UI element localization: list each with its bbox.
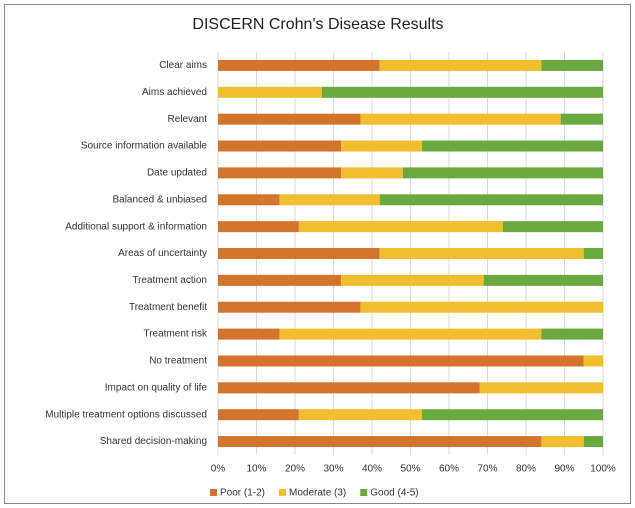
bar-segment	[218, 248, 380, 259]
y-tick-label: No treatment	[149, 356, 207, 367]
x-tick-label: 90%	[554, 464, 574, 475]
legend-swatch	[360, 489, 368, 496]
bar-segment	[298, 409, 423, 421]
bar-segment	[479, 382, 603, 394]
y-tick-label: Treatment risk	[143, 329, 208, 340]
y-tick-label: Treatment action	[132, 275, 207, 286]
y-tick-label: Additional support & information	[65, 221, 207, 232]
bar-segment	[218, 59, 380, 71]
bar-segment	[583, 355, 603, 367]
bar-segment	[341, 167, 403, 179]
bar-segment	[483, 274, 603, 286]
y-tick-label: Aims achieved	[142, 87, 207, 98]
bar-segment	[360, 301, 603, 313]
legend-label: Good (4-5)	[370, 488, 418, 499]
y-tick-label: Source information available	[81, 141, 208, 152]
bar-segment	[541, 59, 603, 71]
bar-segment	[218, 382, 480, 394]
bar-segment	[218, 274, 342, 286]
bar-segment	[560, 113, 603, 125]
bar-segment	[279, 194, 380, 206]
bar-segment	[218, 140, 342, 152]
bar-segment	[218, 86, 322, 98]
x-tick-label: 50%	[400, 464, 420, 475]
bar-segment	[379, 248, 584, 259]
x-tick-label: 80%	[516, 464, 536, 475]
bar-segment	[422, 140, 603, 152]
bar-segment	[341, 140, 423, 152]
bar-segment	[583, 436, 603, 448]
x-tick-label: 60%	[439, 464, 459, 475]
bar-segment	[218, 221, 299, 233]
bar-segment	[502, 221, 603, 233]
y-tick-label: Relevant	[168, 114, 208, 125]
y-tick-label: Multiple treatment options discussed	[45, 409, 207, 420]
bar-segment	[379, 59, 542, 71]
legend-swatch	[210, 489, 217, 496]
bar-segment	[583, 248, 603, 259]
legend-label: Moderate (3)	[289, 488, 346, 499]
bar-segment	[279, 328, 542, 340]
bar-segment	[218, 194, 280, 206]
y-tick-label: Impact on quality of life	[105, 382, 208, 393]
bar-segment	[218, 409, 299, 421]
bar-segment	[341, 274, 484, 286]
bar-segment	[218, 355, 584, 367]
bar-segment	[218, 167, 342, 179]
x-tick-label: 20%	[285, 464, 305, 475]
bar-segment	[218, 328, 280, 340]
y-tick-label: Areas of uncertainty	[118, 248, 207, 259]
x-tick-label: 100%	[590, 464, 616, 475]
y-tick-label: Treatment benefit	[129, 302, 207, 313]
bar-segment	[321, 86, 603, 98]
y-tick-label: Balanced & unbiased	[112, 194, 207, 205]
bar-segment	[541, 436, 584, 448]
x-tick-label: 10%	[246, 464, 266, 475]
legend-label: Poor (1-2)	[220, 488, 265, 499]
bar-segment	[218, 301, 361, 313]
x-tick-label: 0%	[211, 464, 226, 475]
bar-segment	[218, 113, 361, 125]
bar-segment	[402, 167, 603, 179]
bar-segment	[360, 113, 561, 125]
x-tick-label: 30%	[323, 464, 343, 475]
bar-segment	[541, 328, 603, 340]
bar-segment	[298, 221, 503, 233]
bar-segment	[422, 409, 603, 421]
y-tick-label: Shared decision-making	[100, 436, 207, 447]
x-tick-label: 40%	[362, 464, 382, 475]
y-tick-label: Date updated	[147, 168, 207, 179]
bar-segment	[379, 194, 603, 206]
y-tick-label: Clear aims	[159, 60, 207, 71]
x-tick-label: 70%	[477, 464, 497, 475]
chart-title: DISCERN Crohn's Disease Results	[192, 16, 443, 33]
bar-segment	[218, 436, 542, 448]
legend-swatch	[279, 489, 287, 496]
